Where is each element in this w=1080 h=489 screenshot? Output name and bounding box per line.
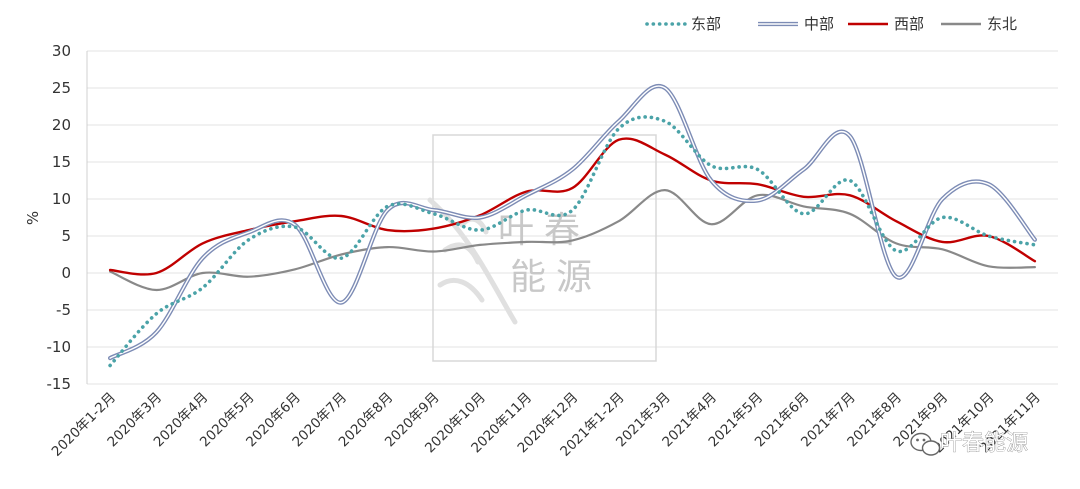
y-tick-label: 5 [61,227,71,245]
gridlines [87,50,1058,385]
series-line [108,115,1037,368]
legend-item: 东部 [645,15,721,33]
y-tick-label: 15 [52,153,71,171]
wechat-icon [910,432,941,456]
y-tick-label: -10 [47,338,72,356]
legend-item: 西部 [848,15,924,33]
y-tick-label: -15 [47,375,72,393]
series-line-inner [109,85,1036,359]
y-tick-label: 10 [52,190,71,208]
brand-name: 叶春能源 [940,431,1028,456]
legend-item: 东北 [941,15,1017,33]
watermark-frame [432,134,657,362]
series-lines [108,83,1037,368]
y-tick-label: 25 [52,79,71,97]
watermark-line2: 能源 [510,257,602,298]
y-tick-label: -5 [56,301,71,319]
y-tick-label: 20 [52,116,71,134]
series-line [108,137,1037,276]
brand-badge: 叶春能源 [910,431,1028,456]
y-tick-label: 0 [61,264,71,282]
legend-label: 东北 [987,15,1017,33]
series-3 [108,137,1037,276]
y-tick-label: 30 [52,42,71,60]
series-2 [108,83,1037,361]
legend: 东部 中部 西部 东北 [645,15,1017,33]
y-axis-label: % [24,211,42,225]
series-1 [108,115,1037,368]
legend-label: 东部 [691,15,721,33]
x-tick-label: 2020年1-2月 [49,390,119,460]
wheat-icon [427,197,518,325]
legend-item: 中部 [758,15,834,33]
legend-label: 西部 [894,15,924,33]
legend-label: 中部 [804,15,834,33]
